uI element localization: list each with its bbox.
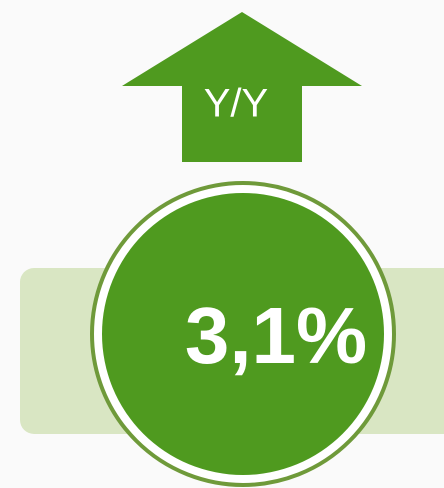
arrow-stem (182, 85, 302, 162)
badge (102, 193, 384, 475)
arrow-head (122, 12, 362, 86)
badge-value: 3,1% (185, 291, 367, 380)
arrow-label: Y/Y (204, 82, 268, 126)
